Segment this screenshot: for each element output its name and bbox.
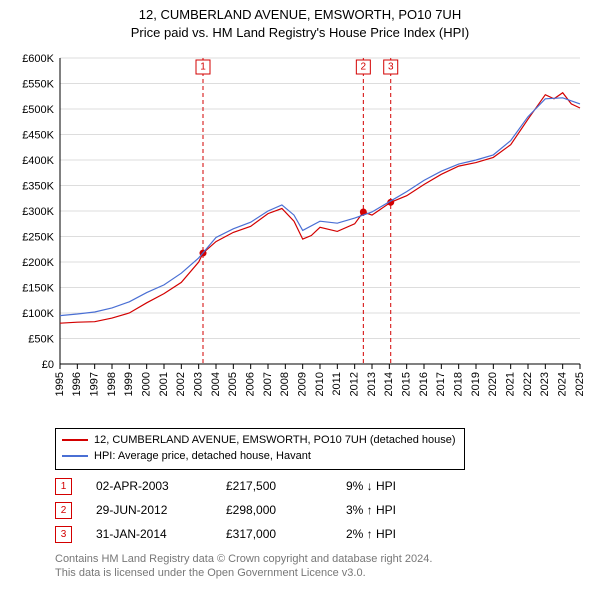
event-delta: 2% ↑ HPI [346, 527, 396, 541]
svg-text:2011: 2011 [331, 372, 343, 396]
event-row: 1 02-APR-2003£217,5009% ↓ HPI [55, 474, 396, 498]
legend: 12, CUMBERLAND AVENUE, EMSWORTH, PO10 7U… [55, 428, 465, 470]
svg-text:3: 3 [388, 62, 394, 73]
attribution: Contains HM Land Registry data © Crown c… [55, 552, 432, 581]
svg-text:£50K: £50K [28, 334, 54, 346]
svg-text:2007: 2007 [262, 372, 274, 396]
svg-text:£200K: £200K [22, 257, 54, 269]
svg-text:2023: 2023 [539, 372, 551, 396]
svg-text:2015: 2015 [401, 372, 413, 396]
title-line-1: 12, CUMBERLAND AVENUE, EMSWORTH, PO10 7U… [0, 6, 600, 24]
legend-swatch [62, 439, 88, 441]
svg-text:2014: 2014 [383, 372, 395, 396]
legend-label: HPI: Average price, detached house, Hava… [94, 450, 311, 462]
svg-text:£400K: £400K [22, 155, 54, 167]
event-price: £298,000 [226, 503, 346, 517]
svg-text:2020: 2020 [487, 372, 499, 396]
svg-text:2013: 2013 [366, 372, 378, 396]
svg-text:2009: 2009 [297, 372, 309, 396]
svg-text:2012: 2012 [349, 372, 361, 396]
svg-text:2000: 2000 [141, 372, 153, 396]
event-row: 2 29-JUN-2012£298,0003% ↑ HPI [55, 498, 396, 522]
svg-text:2019: 2019 [470, 372, 482, 396]
chart-area: £0 £50K £100K £150K £200K £250K £300K £350K £400… [10, 48, 590, 418]
event-date: 29-JUN-2012 [96, 503, 226, 517]
event-row: 3 31-JAN-2014£317,0002% ↑ HPI [55, 522, 396, 546]
chart-title: 12, CUMBERLAND AVENUE, EMSWORTH, PO10 7U… [0, 0, 600, 41]
svg-text:2005: 2005 [227, 372, 239, 396]
svg-text:2003: 2003 [193, 372, 205, 396]
svg-text:2025: 2025 [574, 372, 586, 396]
svg-text:2001: 2001 [158, 372, 170, 396]
event-price: £317,000 [226, 527, 346, 541]
attribution-line-2: This data is licensed under the Open Gov… [55, 566, 432, 580]
event-price: £217,500 [226, 479, 346, 493]
svg-text:2021: 2021 [505, 372, 517, 396]
legend-label: 12, CUMBERLAND AVENUE, EMSWORTH, PO10 7U… [94, 434, 456, 446]
svg-text:2006: 2006 [245, 372, 257, 396]
svg-text:2016: 2016 [418, 372, 430, 396]
event-marker-box: 3 [55, 526, 72, 543]
svg-text:£250K: £250K [22, 232, 54, 244]
svg-text:1998: 1998 [106, 372, 118, 396]
svg-text:1996: 1996 [71, 372, 83, 396]
svg-text:1995: 1995 [54, 372, 66, 396]
svg-text:2: 2 [361, 62, 367, 73]
svg-text:1997: 1997 [89, 372, 101, 396]
svg-text:£500K: £500K [22, 104, 54, 116]
svg-text:2022: 2022 [522, 372, 534, 396]
svg-text:£0: £0 [42, 359, 54, 371]
svg-text:£100K: £100K [22, 308, 54, 320]
svg-text:£550K: £550K [22, 79, 54, 91]
event-list: 1 02-APR-2003£217,5009% ↓ HPI 2 29-JUN-2012… [55, 474, 396, 546]
svg-text:£600K: £600K [22, 53, 54, 65]
svg-text:1999: 1999 [123, 372, 135, 396]
svg-text:2002: 2002 [175, 372, 187, 396]
svg-text:£300K: £300K [22, 206, 54, 218]
svg-text:2010: 2010 [314, 372, 326, 396]
event-delta: 3% ↑ HPI [346, 503, 396, 517]
event-marker-box: 2 [55, 502, 72, 519]
legend-item: 12, CUMBERLAND AVENUE, EMSWORTH, PO10 7U… [62, 433, 456, 449]
line-chart-svg: £0 £50K £100K £150K £200K £250K £300K £350K £400… [10, 48, 590, 418]
svg-text:2024: 2024 [557, 372, 569, 396]
event-date: 02-APR-2003 [96, 479, 226, 493]
title-line-2: Price paid vs. HM Land Registry's House … [0, 24, 600, 42]
event-delta: 9% ↓ HPI [346, 479, 396, 493]
svg-text:£450K: £450K [22, 130, 54, 142]
svg-text:1: 1 [200, 62, 206, 73]
event-marker-box: 1 [55, 478, 72, 495]
legend-swatch [62, 455, 88, 457]
svg-text:2018: 2018 [453, 372, 465, 396]
svg-text:2017: 2017 [435, 372, 447, 396]
event-date: 31-JAN-2014 [96, 527, 226, 541]
svg-text:2004: 2004 [210, 372, 222, 396]
attribution-line-1: Contains HM Land Registry data © Crown c… [55, 552, 432, 566]
svg-text:2008: 2008 [279, 372, 291, 396]
svg-text:£350K: £350K [22, 181, 54, 193]
legend-item: HPI: Average price, detached house, Hava… [62, 449, 456, 465]
svg-text:£150K: £150K [22, 283, 54, 295]
